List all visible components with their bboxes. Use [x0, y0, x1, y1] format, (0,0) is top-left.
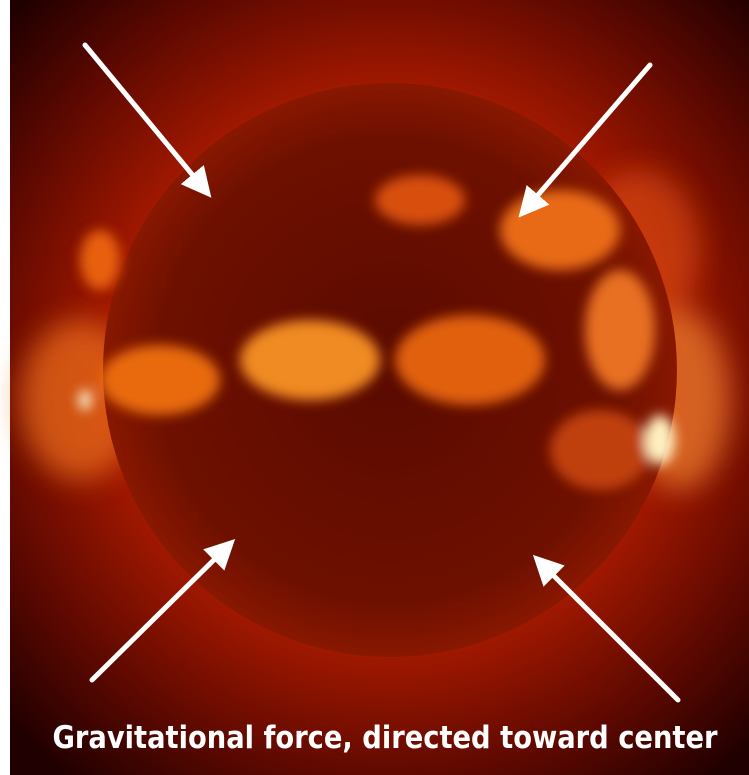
force-arrows [82, 42, 681, 703]
arrow [89, 538, 236, 683]
arrow [82, 42, 212, 198]
caption: Gravitational force, directed toward cen… [53, 720, 719, 756]
arrow [518, 62, 653, 218]
arrow [532, 554, 681, 703]
active-regions [79, 175, 675, 490]
